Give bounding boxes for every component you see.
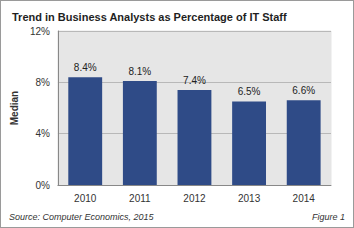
svg-text:2011: 2011	[129, 193, 151, 204]
svg-text:12%: 12%	[30, 26, 50, 37]
svg-text:6.6%: 6.6%	[292, 85, 315, 96]
svg-text:2013: 2013	[238, 193, 261, 204]
svg-text:0%: 0%	[35, 180, 50, 191]
svg-text:7.4%: 7.4%	[183, 75, 206, 86]
svg-text:8.1%: 8.1%	[128, 66, 151, 77]
svg-text:8%: 8%	[35, 77, 50, 88]
svg-text:6.5%: 6.5%	[238, 86, 261, 97]
svg-text:8.4%: 8.4%	[74, 62, 97, 73]
svg-text:4%: 4%	[35, 128, 50, 139]
svg-text:2010: 2010	[74, 193, 97, 204]
svg-text:Figure 1: Figure 1	[312, 212, 345, 222]
svg-text:2014: 2014	[293, 193, 316, 204]
svg-text:Trend in Business Analysts as: Trend in Business Analysts as Percentage…	[12, 11, 287, 23]
svg-text:Source: Computer Economics, 20: Source: Computer Economics, 2015	[9, 212, 155, 222]
svg-text:2012: 2012	[183, 193, 206, 204]
svg-text:Median: Median	[9, 91, 20, 125]
